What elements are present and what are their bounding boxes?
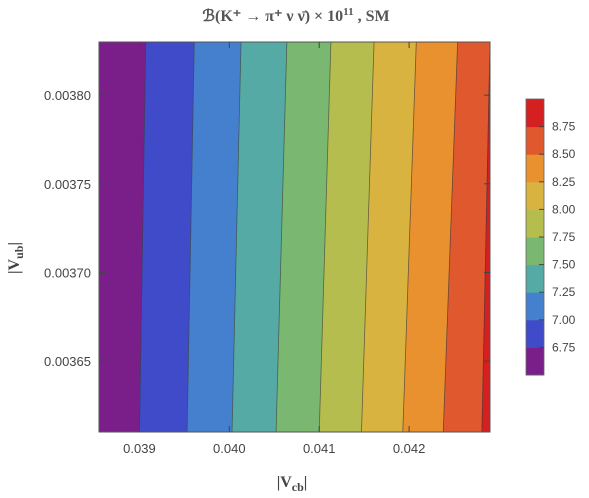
x-axis-label-main: |V	[277, 474, 293, 491]
x-axis-label: |Vcb|	[277, 474, 308, 494]
chart-title-suffix: , SM	[354, 8, 390, 25]
contour-line	[481, 41, 491, 433]
legend-tick-label: 7.25	[552, 285, 576, 299]
legend-swatch	[526, 237, 544, 266]
legend-swatch	[526, 181, 544, 210]
contour-line	[442, 41, 459, 433]
legend-tick-label: 8.25	[552, 175, 576, 189]
legend-colorbar: 6.75 7.00 7.25 7.50 7.75 8.00 8.25 8.50 8.75	[525, 98, 576, 376]
legend-swatch	[526, 99, 544, 128]
y-tick-label: 0.00380	[44, 88, 91, 103]
legend-tick-label: 8.50	[552, 147, 576, 161]
legend-tick-label: 8.75	[552, 120, 576, 134]
contour-line	[361, 41, 375, 433]
contour-line	[318, 41, 332, 433]
contour-line	[231, 41, 242, 433]
x-tick-label: 0.039	[123, 441, 156, 456]
contour-bands	[98, 41, 491, 433]
legend-swatch	[526, 154, 544, 183]
y-tick-label: 0.00370	[44, 265, 91, 280]
x-axis-label-sub: cb	[292, 480, 304, 494]
legend-tick-label: 7.50	[552, 258, 576, 272]
legend-swatch	[526, 319, 544, 348]
legend-tick-label: 7.00	[552, 313, 576, 327]
contour-line	[402, 41, 417, 433]
chart-title-exponent: 11	[343, 6, 353, 18]
contour-band	[98, 41, 146, 433]
contour-line	[186, 41, 195, 433]
y-axis-label: |Vub|	[6, 242, 26, 274]
x-axis-label-close: |	[304, 474, 308, 491]
chart-title: ℬ(K⁺ → π⁺ ν ν̄) × 1011 , SM	[202, 6, 389, 25]
legend-swatch	[526, 292, 544, 321]
contour-line	[139, 41, 147, 433]
legend-tick-label: 7.75	[552, 230, 576, 244]
x-axis: 0.039 0.040 0.041 0.042	[123, 42, 425, 456]
y-axis: 0.00365 0.00370 0.00375 0.00380	[44, 88, 490, 369]
contour-band	[186, 41, 242, 433]
contour-lines	[139, 41, 491, 433]
contour-line	[275, 41, 288, 433]
contour-band	[139, 41, 195, 433]
legend-tick-label: 8.00	[552, 202, 576, 216]
legend-swatch	[526, 264, 544, 293]
y-axis-label-sub: ub	[12, 245, 26, 259]
y-tick-label: 0.00365	[44, 354, 91, 369]
chart-title-main: ℬ(K⁺ → π⁺ ν ν̄) × 10	[202, 8, 343, 25]
y-tick-label: 0.00375	[44, 177, 91, 192]
y-axis-label-close: |	[6, 242, 23, 246]
x-tick-label: 0.041	[303, 441, 336, 456]
plot-frame	[98, 41, 491, 433]
legend-tick-label: 6.75	[552, 340, 576, 354]
x-tick-label: 0.042	[393, 441, 426, 456]
x-tick-label: 0.040	[213, 441, 246, 456]
legend-swatch	[526, 347, 544, 376]
legend-swatch	[526, 126, 544, 155]
y-axis-label-main: |V	[6, 258, 23, 274]
legend-swatch	[526, 209, 544, 238]
